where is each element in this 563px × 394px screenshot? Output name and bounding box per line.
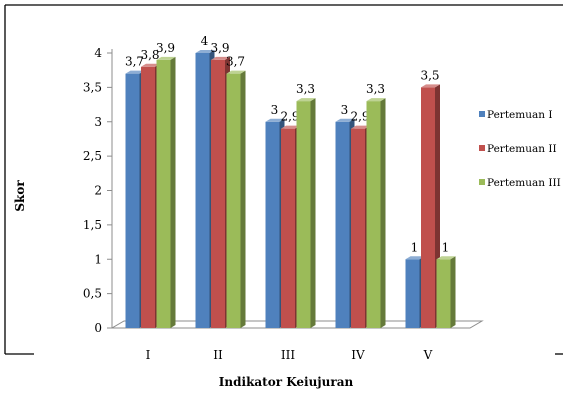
bar-side (170, 56, 176, 328)
bar-top (265, 118, 285, 122)
data-label: 2,9 (280, 110, 299, 124)
x-tick-label: III (281, 348, 295, 362)
y-tick-label: 3,5 (83, 80, 102, 94)
x-axis-title: Indikator Keiujuran (219, 375, 354, 389)
bar-front (211, 59, 225, 328)
legend-label: Pertemuan I (487, 109, 553, 121)
bar-top (405, 256, 425, 260)
bar-top (351, 125, 370, 129)
chart-frame (4, 4, 563, 355)
bar-front (195, 53, 210, 328)
data-label: 1 (442, 240, 450, 254)
data-label: 3,8 (140, 48, 159, 62)
data-label: 3,7 (226, 55, 245, 69)
bar-top (281, 125, 300, 129)
data-label: 3,5 (420, 68, 439, 82)
x-tick-label: V (423, 348, 433, 362)
data-label: 2,9 (350, 110, 369, 124)
legend-item: Pertemuan I (479, 109, 553, 121)
bar-top (141, 63, 160, 67)
x-tick-label: I (146, 348, 151, 362)
bar-front (436, 259, 451, 328)
data-label: 1 (411, 240, 419, 254)
bar-top (125, 70, 145, 74)
data-label: 3,3 (366, 82, 385, 96)
y-tick-label: 0 (94, 321, 102, 335)
legend-swatch (479, 179, 485, 185)
bar-front (281, 128, 295, 328)
x-tick-label: IV (351, 348, 365, 362)
bar-side (310, 98, 316, 328)
data-label: 3 (271, 103, 279, 117)
bar-top (366, 98, 386, 102)
bar-front (421, 87, 435, 328)
y-tick-label: 3 (94, 115, 102, 129)
bar-3-V (436, 256, 456, 328)
data-label: 3,9 (210, 41, 229, 55)
legend-swatch (479, 111, 485, 117)
bar-front (405, 259, 420, 328)
bar-front (366, 101, 381, 328)
bar-top (335, 118, 355, 122)
legend-label: Pertemuan III (487, 177, 561, 189)
x-tick-label: II (213, 348, 223, 362)
y-tick-label: 1 (94, 252, 102, 266)
bar-top (156, 56, 176, 60)
bar-top (421, 84, 440, 88)
y-tick-label: 0,5 (83, 287, 102, 301)
legend: Pertemuan I Pertemuan II Pertemuan III (479, 109, 561, 189)
bar-top (226, 70, 246, 74)
data-label: 3,3 (296, 82, 315, 96)
data-label: 3,7 (125, 55, 144, 69)
bar-front (156, 59, 171, 328)
bar-front (141, 66, 155, 328)
bar-side (240, 70, 246, 328)
bar-front (226, 73, 241, 328)
legend-item: Pertemuan III (479, 177, 561, 189)
bar-front (335, 121, 350, 328)
bar-front (125, 73, 140, 328)
bar-top (296, 98, 316, 102)
bar-3-III (296, 98, 316, 328)
bar-top (195, 50, 215, 53)
bar-side (380, 98, 386, 328)
bar-top (211, 56, 230, 60)
legend-label: Pertemuan II (487, 143, 557, 155)
bar-3-II (226, 70, 246, 328)
data-label: 3,9 (156, 41, 175, 55)
bar-3-I (156, 56, 176, 328)
data-label: 3 (341, 103, 349, 117)
data-label: 4 (201, 34, 209, 48)
y-tick-label: 1,5 (83, 218, 102, 232)
bar-3-IV (366, 98, 386, 328)
bar-front (265, 121, 280, 328)
legend-swatch (479, 145, 485, 151)
bar-front (351, 128, 365, 328)
bar-front (296, 101, 311, 328)
bar-side (450, 256, 456, 328)
legend-item: Pertemuan II (479, 143, 557, 155)
y-axis-title: Skor (13, 180, 27, 212)
y-tick-label: 2 (94, 184, 102, 198)
bar-top (436, 256, 456, 260)
y-tick-label: 4 (94, 46, 102, 60)
y-tick-label: 2,5 (83, 149, 102, 163)
